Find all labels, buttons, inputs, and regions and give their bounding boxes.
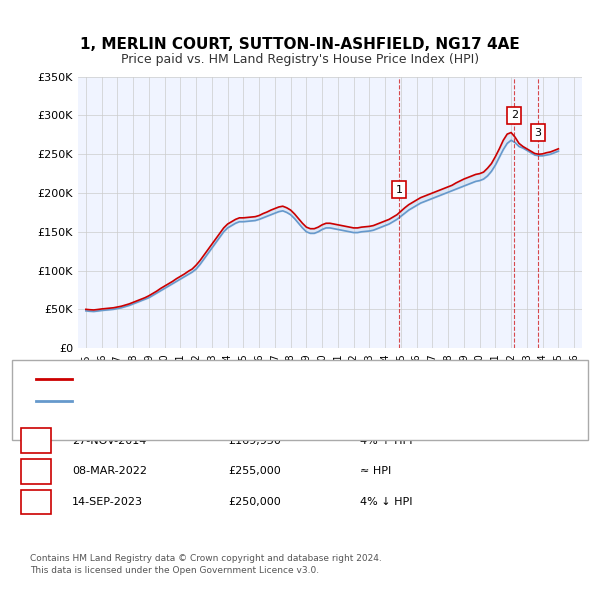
Text: 1, MERLIN COURT, SUTTON-IN-ASHFIELD, NG17 4AE: 1, MERLIN COURT, SUTTON-IN-ASHFIELD, NG1… (80, 37, 520, 52)
Text: 1: 1 (396, 185, 403, 195)
Text: 2: 2 (32, 467, 40, 476)
Text: 14-SEP-2023: 14-SEP-2023 (72, 497, 143, 507)
Text: ≈ HPI: ≈ HPI (360, 467, 391, 476)
Text: 1: 1 (32, 436, 40, 445)
Text: 1, MERLIN COURT, SUTTON-IN-ASHFIELD, NG17 4AE (detached house): 1, MERLIN COURT, SUTTON-IN-ASHFIELD, NG1… (81, 374, 444, 384)
Text: Price paid vs. HM Land Registry's House Price Index (HPI): Price paid vs. HM Land Registry's House … (121, 53, 479, 65)
Text: Contains HM Land Registry data © Crown copyright and database right 2024.
This d: Contains HM Land Registry data © Crown c… (30, 555, 382, 575)
Text: £255,000: £255,000 (228, 467, 281, 476)
Text: HPI: Average price, detached house, Ashfield: HPI: Average price, detached house, Ashf… (81, 396, 316, 406)
Text: 27-NOV-2014: 27-NOV-2014 (72, 436, 146, 445)
Text: 4% ↑ HPI: 4% ↑ HPI (360, 436, 413, 445)
Text: 08-MAR-2022: 08-MAR-2022 (72, 467, 147, 476)
Text: 2: 2 (511, 110, 518, 120)
Text: 3: 3 (535, 127, 541, 137)
Text: 4% ↓ HPI: 4% ↓ HPI (360, 497, 413, 507)
Text: £169,950: £169,950 (228, 436, 281, 445)
Text: 3: 3 (32, 497, 40, 507)
Text: £250,000: £250,000 (228, 497, 281, 507)
